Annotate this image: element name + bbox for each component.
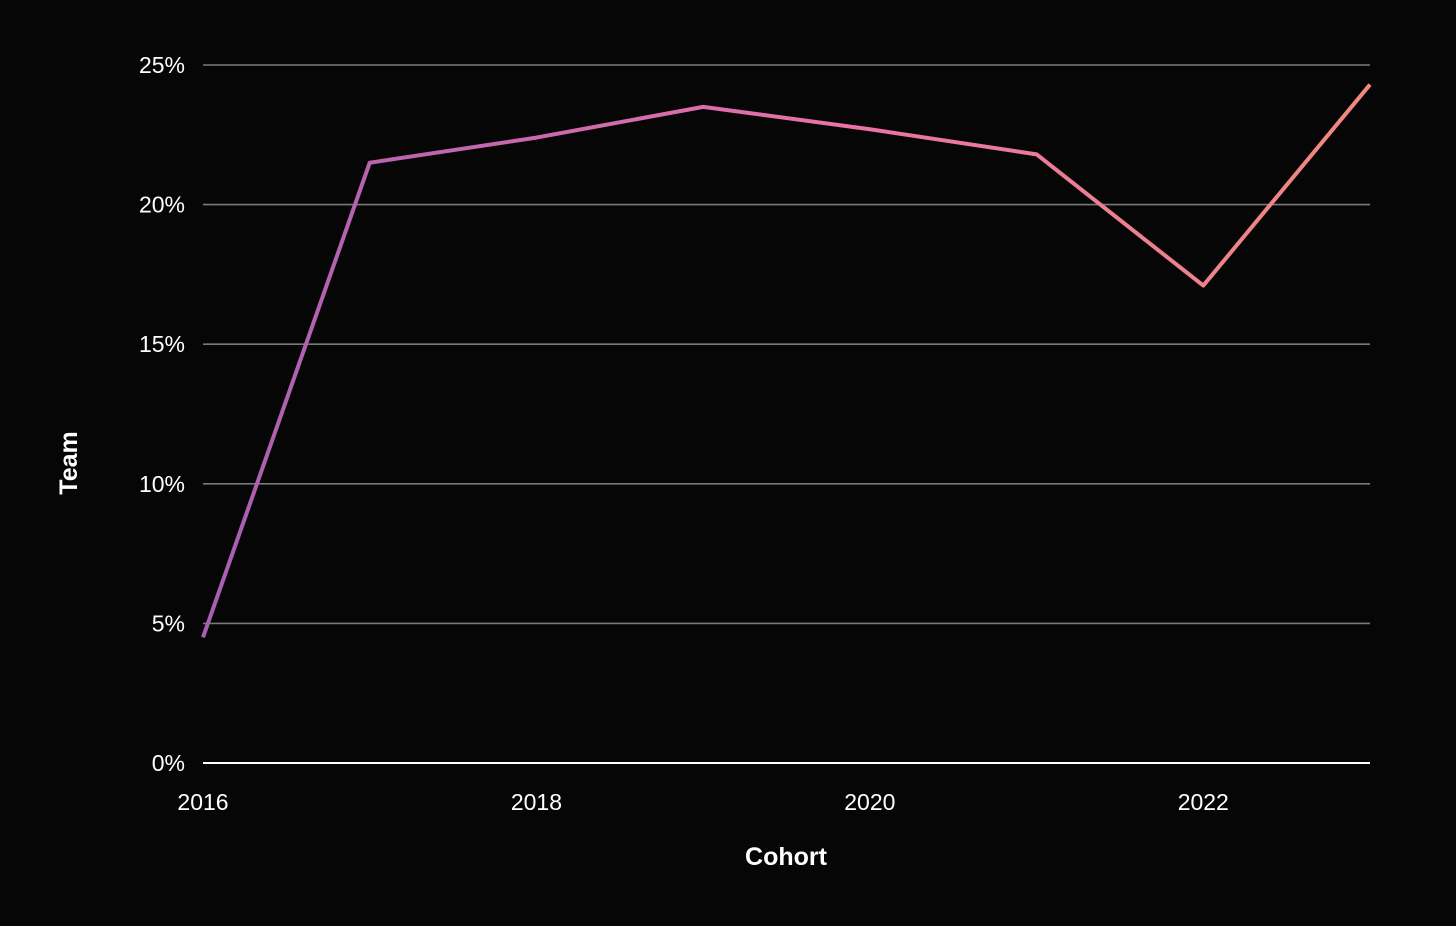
grid-lines [203, 64, 1370, 764]
y-axis-title: Team [55, 431, 83, 494]
y-tick-label: 25% [139, 52, 185, 78]
y-axis-tick-labels: 0% 5% 10% 15% 20% 25% [139, 52, 185, 776]
x-tick-label: 2022 [1178, 789, 1229, 815]
y-tick-label: 10% [139, 471, 185, 497]
x-tick-label: 2018 [511, 789, 562, 815]
x-axis-tick-labels: 2016 2018 2020 2022 [177, 789, 1228, 815]
x-axis-title: Cohort [745, 843, 828, 871]
y-tick-label: 15% [139, 331, 185, 357]
y-tick-label: 20% [139, 192, 185, 218]
series-line [201, 83, 1372, 639]
x-tick-label: 2020 [844, 789, 895, 815]
series-layer [201, 83, 1372, 639]
x-tick-label: 2016 [177, 789, 228, 815]
y-tick-label: 0% [152, 750, 185, 776]
y-tick-label: 5% [152, 610, 185, 636]
